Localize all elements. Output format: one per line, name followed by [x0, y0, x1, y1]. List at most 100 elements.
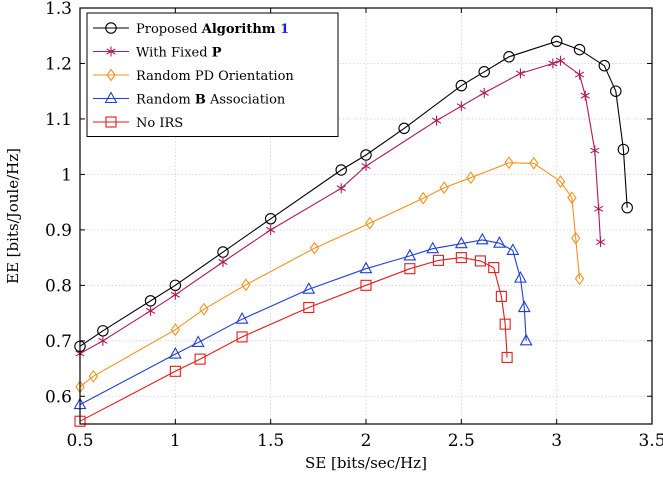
x-tick-label: 0.5 — [66, 431, 93, 451]
data-point — [145, 305, 156, 316]
data-point — [439, 181, 449, 195]
data-point — [475, 232, 489, 245]
data-point — [567, 191, 577, 205]
data-point — [303, 301, 315, 314]
data-point — [169, 365, 181, 377]
legend-entry: With Fixed P — [93, 46, 222, 61]
series-3 — [75, 156, 585, 394]
data-point — [501, 351, 513, 363]
data-point — [580, 90, 590, 101]
data-point — [335, 164, 347, 176]
star-stroke — [548, 60, 558, 67]
data-point — [361, 161, 371, 172]
star-stroke — [456, 103, 466, 110]
data-point — [266, 224, 276, 235]
data-point — [617, 143, 630, 156]
data-point — [336, 183, 346, 194]
legend-label: Random PD Orientation — [136, 69, 294, 84]
data-point — [514, 270, 527, 283]
series-line — [79, 239, 527, 406]
star-stroke — [336, 185, 346, 192]
legend: Proposed Algorithm 1 With Fixed P Random P… — [86, 12, 339, 137]
star-stroke — [106, 48, 116, 55]
y-tick-label: 0.9 — [45, 221, 72, 241]
data-point — [478, 66, 490, 78]
series-line — [79, 162, 581, 388]
data-point — [466, 171, 476, 185]
legend-label: No IRS — [136, 116, 183, 131]
data-point — [506, 243, 520, 255]
star-stroke — [145, 307, 156, 314]
data-point — [594, 203, 604, 214]
data-point — [519, 333, 533, 346]
x-axis-label: SE [bits/sec/Hz] — [305, 454, 427, 472]
data-point — [493, 236, 506, 248]
data-point — [88, 369, 99, 383]
star-stroke — [595, 239, 606, 246]
data-point — [499, 318, 511, 330]
star-stroke — [361, 163, 371, 170]
legend-marker — [106, 46, 116, 57]
star-stroke — [98, 337, 108, 344]
legend-entry: Proposed Algorithm 1 — [93, 22, 289, 37]
data-point — [529, 156, 539, 170]
legend-marker — [106, 68, 116, 82]
data-point — [610, 85, 622, 97]
series-4 — [73, 232, 533, 410]
star-stroke — [431, 117, 442, 124]
legend-marker — [105, 116, 117, 128]
data-point — [168, 346, 182, 359]
data-point — [488, 262, 500, 274]
legend-marker — [104, 91, 118, 104]
star-stroke — [515, 70, 526, 77]
x-tick-label: 2 — [361, 431, 372, 451]
data-point — [191, 335, 205, 348]
y-tick-label: 1 — [61, 165, 72, 185]
legend-entry: Random PD Orientation — [93, 68, 294, 84]
data-point — [548, 58, 558, 69]
x-tick-label: 2.5 — [448, 431, 475, 451]
data-point — [431, 115, 442, 126]
data-point — [455, 79, 468, 92]
data-point — [573, 43, 586, 56]
data-point — [241, 278, 251, 292]
x-tick-label: 1.5 — [257, 431, 284, 451]
y-axis-label: EE [bits/Joule/Hz] — [4, 148, 22, 284]
x-tick-label: 3.5 — [638, 431, 663, 451]
legend-label: Proposed Algorithm 1 — [136, 22, 289, 37]
star-stroke — [594, 205, 604, 212]
data-point — [302, 282, 316, 294]
star-stroke — [555, 57, 566, 64]
y-tick-label: 1.1 — [45, 110, 72, 130]
star-stroke — [479, 89, 489, 96]
data-point — [194, 353, 206, 365]
axis-ticks: 0.5 1 1.5 2 2.5 3 3.5 0.6 0.7 0.8 0.9 1 1.1 1.2 1.3 — [45, 0, 663, 451]
data-point — [235, 312, 249, 324]
series-group — [73, 35, 633, 427]
x-tick-label: 1 — [170, 431, 181, 451]
data-point — [236, 331, 248, 343]
star-stroke — [574, 71, 585, 78]
data-point — [598, 59, 611, 72]
star-stroke — [580, 92, 590, 99]
y-tick-label: 0.7 — [45, 332, 72, 352]
data-point — [170, 289, 180, 300]
star-stroke — [266, 226, 276, 233]
data-point — [309, 241, 320, 255]
data-point — [199, 302, 209, 316]
data-point — [264, 213, 277, 225]
data-point — [517, 300, 531, 313]
data-point — [479, 87, 489, 98]
data-point — [515, 68, 526, 79]
legend-marker — [105, 22, 117, 34]
series-5 — [74, 252, 513, 427]
data-point — [503, 51, 515, 63]
data-point — [359, 261, 373, 274]
data-point — [555, 55, 566, 66]
data-point — [550, 35, 563, 48]
data-point — [170, 323, 181, 337]
data-point — [98, 335, 108, 346]
data-point — [474, 255, 486, 267]
data-point — [432, 254, 445, 266]
